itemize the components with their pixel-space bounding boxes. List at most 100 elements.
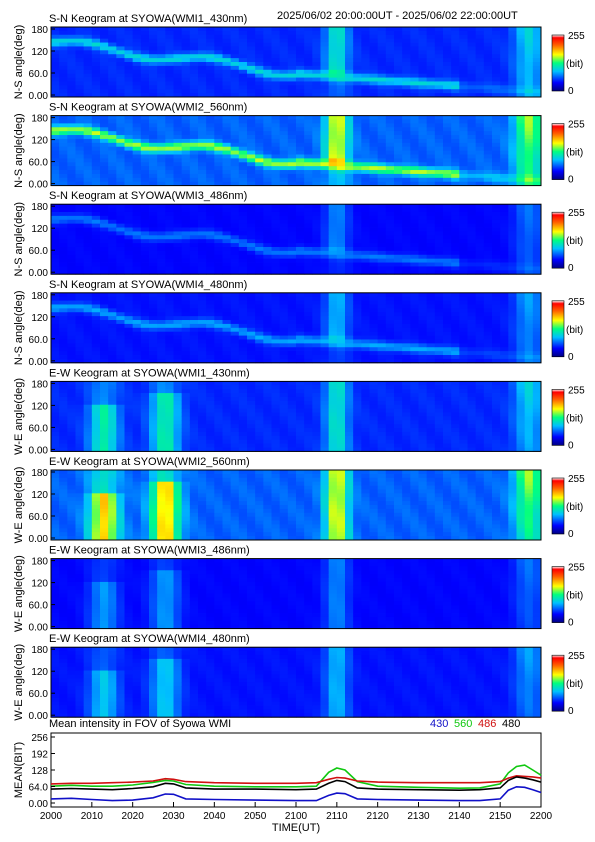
keogram-cell: [214, 335, 223, 340]
keogram-cell: [165, 258, 174, 263]
keogram-cell: [230, 420, 240, 425]
keogram-cell: [394, 312, 403, 317]
keogram-cell: [198, 358, 207, 364]
keogram-cell: [108, 304, 117, 309]
keogram-cell: [157, 77, 166, 82]
keogram-cell: [165, 219, 174, 225]
keogram-cell: [459, 131, 468, 136]
keogram-cell: [516, 358, 526, 364]
keogram-cell: [91, 246, 101, 252]
keogram-cell: [500, 258, 509, 263]
keogram-cell: [304, 443, 313, 448]
keogram-cell: [394, 347, 403, 352]
keogram-cell: [410, 150, 419, 155]
keogram-cell: [418, 158, 428, 163]
keogram-cell: [206, 404, 215, 410]
keogram-cell: [214, 69, 223, 75]
keogram-cell: [508, 316, 517, 321]
keogram-cell: [500, 227, 509, 232]
keogram-cell: [214, 428, 223, 433]
keogram-cell: [304, 142, 313, 148]
keogram-cell: [214, 385, 223, 390]
keogram-cell: [451, 262, 460, 267]
keogram-cell: [206, 34, 215, 40]
keogram-cell: [524, 170, 534, 175]
keogram-cell: [532, 73, 542, 78]
keogram-cell: [483, 73, 493, 78]
keogram-cell: [116, 381, 125, 386]
keogram-cell: [263, 312, 272, 317]
keogram-cell: [51, 246, 60, 252]
keogram-cell: [247, 119, 256, 124]
keogram-cell: [312, 420, 321, 425]
keogram-cell: [394, 339, 403, 344]
keogram-cell: [51, 231, 60, 236]
keogram-cell: [59, 435, 68, 441]
keogram-cell: [165, 65, 174, 71]
keogram-cell: [198, 431, 207, 437]
keogram-cell: [345, 162, 354, 167]
keogram-cell: [222, 339, 232, 344]
keogram-cell: [75, 115, 85, 120]
keogram-cell: [230, 400, 240, 406]
keogram-cell: [402, 235, 411, 240]
keogram-cell: [247, 170, 256, 175]
keogram-cell: [198, 62, 207, 67]
keogram-cell: [222, 123, 232, 128]
keogram-cell: [345, 54, 354, 59]
keogram-cell: [312, 358, 321, 364]
keogram-cell: [532, 42, 542, 47]
keogram-cell: [230, 343, 240, 348]
keogram-cell: [418, 208, 428, 213]
keogram-cell: [67, 215, 76, 221]
keogram-cell: [287, 46, 297, 51]
keogram-cell: [255, 385, 264, 390]
keogram-cell: [467, 231, 477, 236]
keogram-cell: [271, 127, 281, 132]
keogram-cell: [508, 351, 517, 356]
keogram-cell: [173, 62, 183, 67]
keogram-cell: [238, 351, 248, 356]
keogram-cell: [124, 54, 134, 59]
keogram-cell: [516, 250, 526, 256]
keogram-cell: [516, 262, 526, 267]
keogram-cell: [263, 331, 272, 336]
keogram-cell: [263, 89, 272, 94]
keogram-cell: [475, 173, 485, 179]
keogram-cell: [255, 231, 264, 236]
keogram-cell: [369, 308, 379, 313]
keogram-cell: [165, 208, 174, 213]
keogram-cell: [304, 27, 313, 32]
keogram-cell: [418, 347, 428, 352]
keogram-cell: [296, 138, 305, 144]
keogram-cell: [385, 304, 395, 309]
keogram-cell: [418, 127, 428, 132]
keogram-cell: [312, 173, 321, 179]
keogram-cell: [402, 246, 411, 252]
keogram-cell: [181, 292, 191, 298]
keogram-cell: [198, 115, 207, 120]
keogram-cell: [116, 408, 125, 413]
keogram-cell: [296, 396, 305, 402]
keogram-cell: [140, 27, 150, 32]
keogram-cell: [369, 146, 379, 151]
keogram-cell: [83, 162, 93, 167]
keogram-cell: [149, 408, 158, 413]
keogram-cell: [132, 227, 142, 232]
keogram-cell: [83, 323, 93, 329]
keogram-cell: [255, 323, 264, 329]
keogram-cell: [230, 62, 240, 67]
keogram-cell: [255, 27, 264, 32]
keogram-cell: [271, 131, 281, 136]
keogram-cell: [206, 389, 215, 394]
keogram-cell: [83, 30, 93, 36]
keogram-cell: [467, 327, 477, 333]
keogram-cell: [271, 316, 281, 321]
keogram-cell: [91, 173, 101, 179]
keogram-cell: [230, 138, 240, 144]
keogram-cell: [157, 389, 166, 394]
keogram-cell: [434, 123, 444, 128]
keogram-cell: [91, 385, 101, 390]
keogram-cell: [206, 424, 215, 429]
keogram-cell: [124, 381, 134, 386]
